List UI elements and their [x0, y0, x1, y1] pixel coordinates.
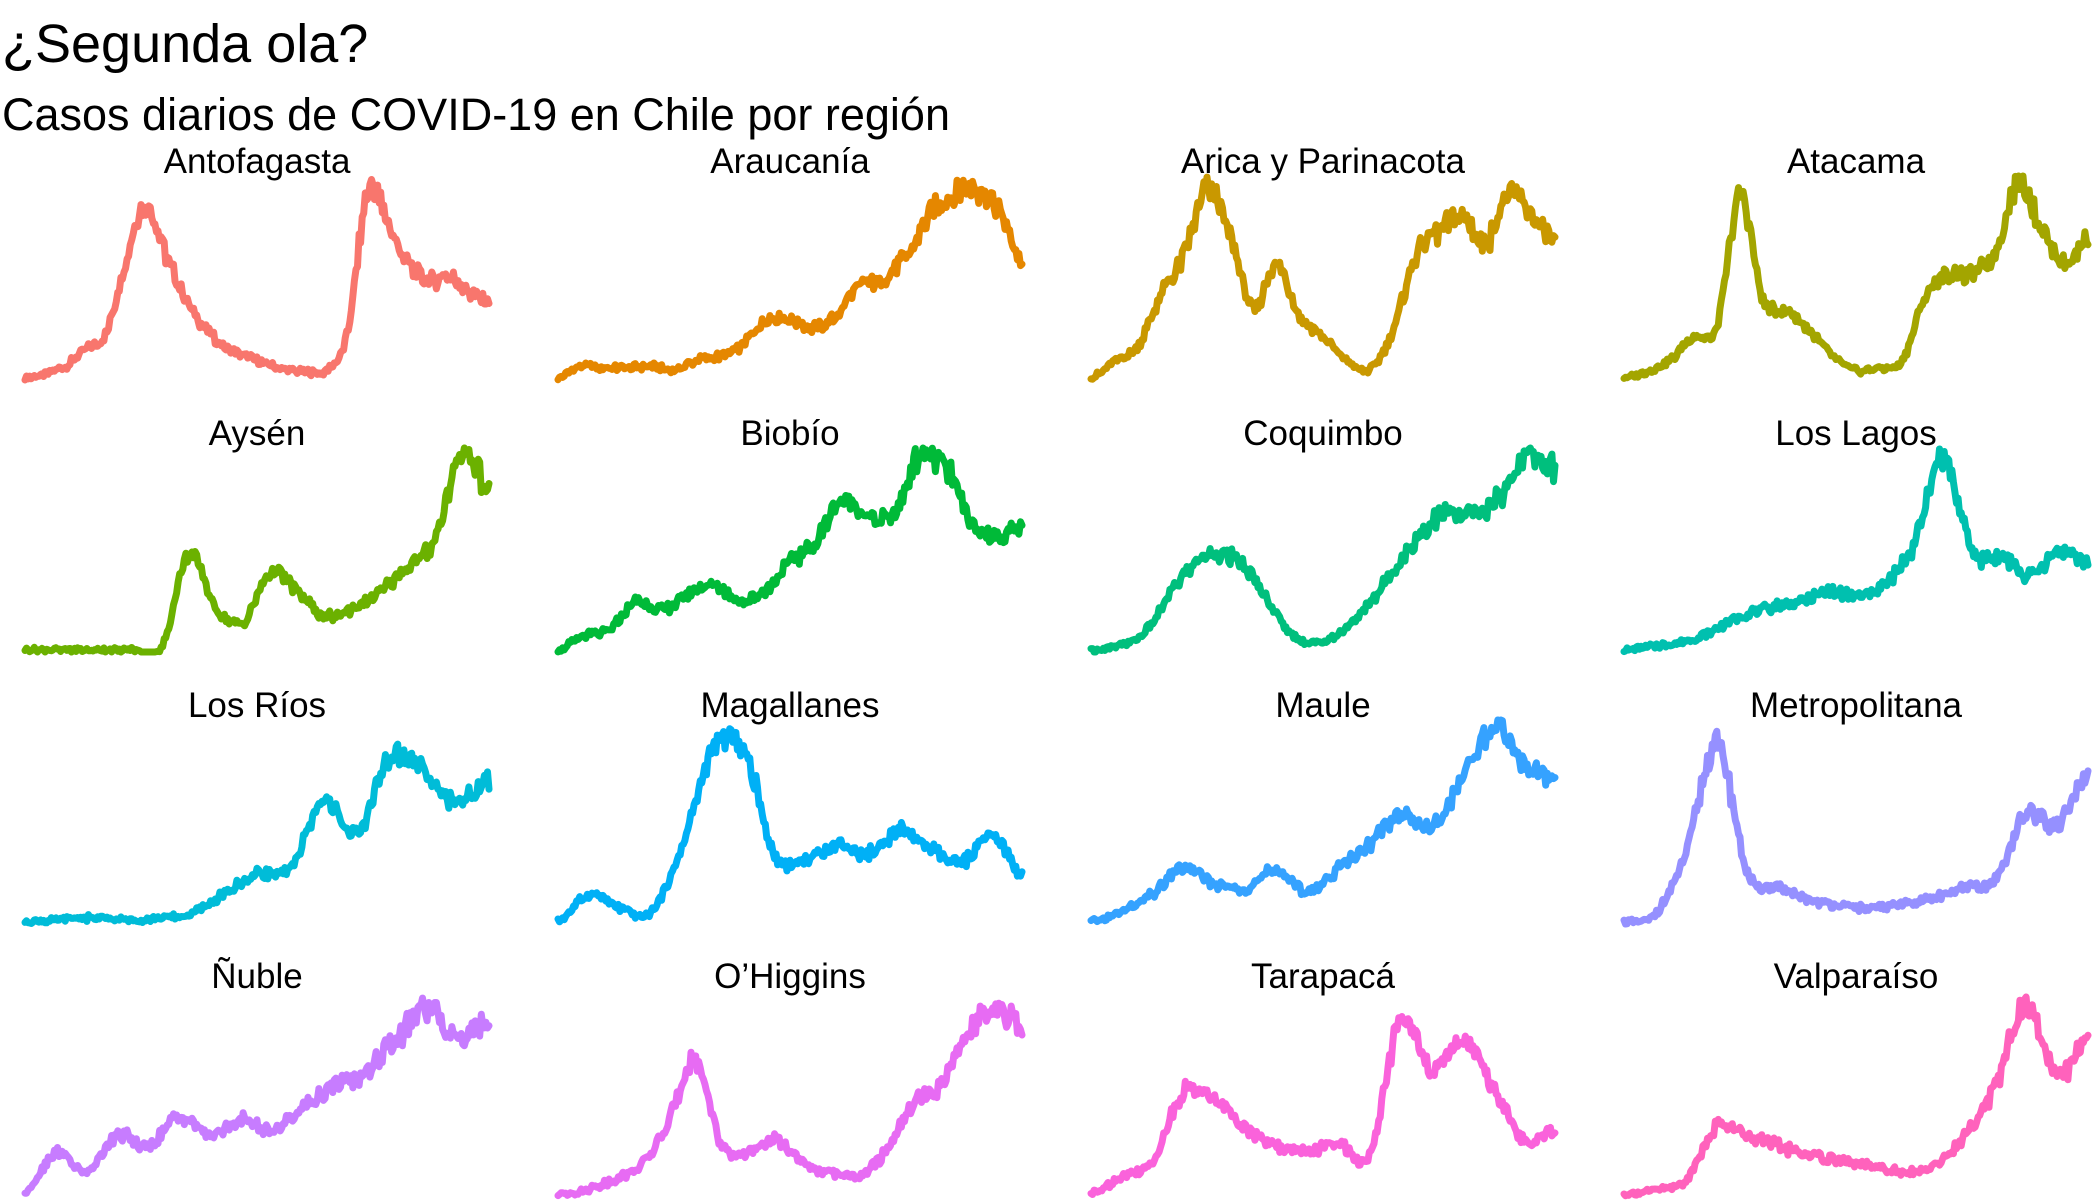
- facet-label-arica-y-parinacota: Arica y Parinacota: [1181, 142, 1466, 181]
- facet-label-metropolitana: Metropolitana: [1750, 686, 1963, 725]
- facet-label-maule: Maule: [1275, 686, 1370, 725]
- facet-panel-tarapaca: Tarapacá: [1087, 957, 1559, 1198]
- facet-label-magallanes: Magallanes: [701, 686, 880, 725]
- facet-panel-valparaiso: Valparaíso: [1620, 957, 2092, 1200]
- facet-panel-magallanes: Magallanes: [554, 686, 1026, 926]
- series-line-maule: [1087, 716, 1559, 926]
- series-line-metropolitana: [1620, 727, 2092, 928]
- series-line-o-higgins: [554, 999, 1026, 1200]
- facet-label-valparaiso: Valparaíso: [1774, 957, 1939, 996]
- series-line-valparaiso: [1620, 993, 2092, 1200]
- facet-panel-coquimbo: Coquimbo: [1087, 414, 1559, 656]
- chart-title: ¿Segunda ola?: [2, 14, 369, 74]
- series-line-coquimbo: [1087, 444, 1559, 656]
- facet-label-biobio: Biobío: [740, 414, 839, 453]
- series-line-antofagasta: [21, 176, 493, 384]
- series-line-nuble: [21, 994, 493, 1197]
- facet-panel-metropolitana: Metropolitana: [1620, 686, 2092, 928]
- facet-label-los-rios: Los Ríos: [188, 686, 326, 725]
- facet-label-araucania: Araucanía: [710, 142, 870, 181]
- facet-label-o-higgins: O’Higgins: [714, 957, 866, 996]
- series-line-los-lagos: [1620, 445, 2092, 656]
- facet-panel-o-higgins: O’Higgins: [554, 957, 1026, 1200]
- facet-panel-los-rios: Los Ríos: [21, 686, 493, 927]
- facet-panel-los-lagos: Los Lagos: [1620, 414, 2092, 656]
- facet-panel-arica-y-parinacota: Arica y Parinacota: [1087, 142, 1559, 383]
- facet-label-tarapaca: Tarapacá: [1251, 957, 1396, 996]
- facet-panel-araucania: Araucanía: [554, 142, 1026, 384]
- facet-label-nuble: Ñuble: [211, 957, 302, 996]
- facet-panel-maule: Maule: [1087, 686, 1559, 926]
- series-line-los-rios: [21, 740, 493, 927]
- series-line-biobio: [554, 444, 1026, 656]
- series-line-tarapaca: [1087, 1013, 1559, 1198]
- series-line-atacama: [1620, 172, 2092, 382]
- series-line-aysen: [21, 444, 493, 656]
- series-line-arica-y-parinacota: [1087, 173, 1559, 383]
- facet-label-coquimbo: Coquimbo: [1243, 414, 1403, 453]
- facet-label-atacama: Atacama: [1787, 142, 1926, 181]
- facet-label-aysen: Aysén: [209, 414, 306, 453]
- facet-panel-antofagasta: Antofagasta: [21, 142, 493, 384]
- chart-subtitle: Casos diarios de COVID-19 en Chile por r…: [2, 89, 950, 140]
- facet-label-antofagasta: Antofagasta: [164, 142, 351, 181]
- facet-panel-nuble: Ñuble: [21, 957, 493, 1197]
- facet-label-los-lagos: Los Lagos: [1775, 414, 1937, 453]
- facet-panel-atacama: Atacama: [1620, 142, 2092, 382]
- series-line-magallanes: [554, 725, 1026, 926]
- facet-panel-biobio: Biobío: [554, 414, 1026, 656]
- facet-panel-aysen: Aysén: [21, 414, 493, 656]
- series-line-araucania: [554, 176, 1026, 384]
